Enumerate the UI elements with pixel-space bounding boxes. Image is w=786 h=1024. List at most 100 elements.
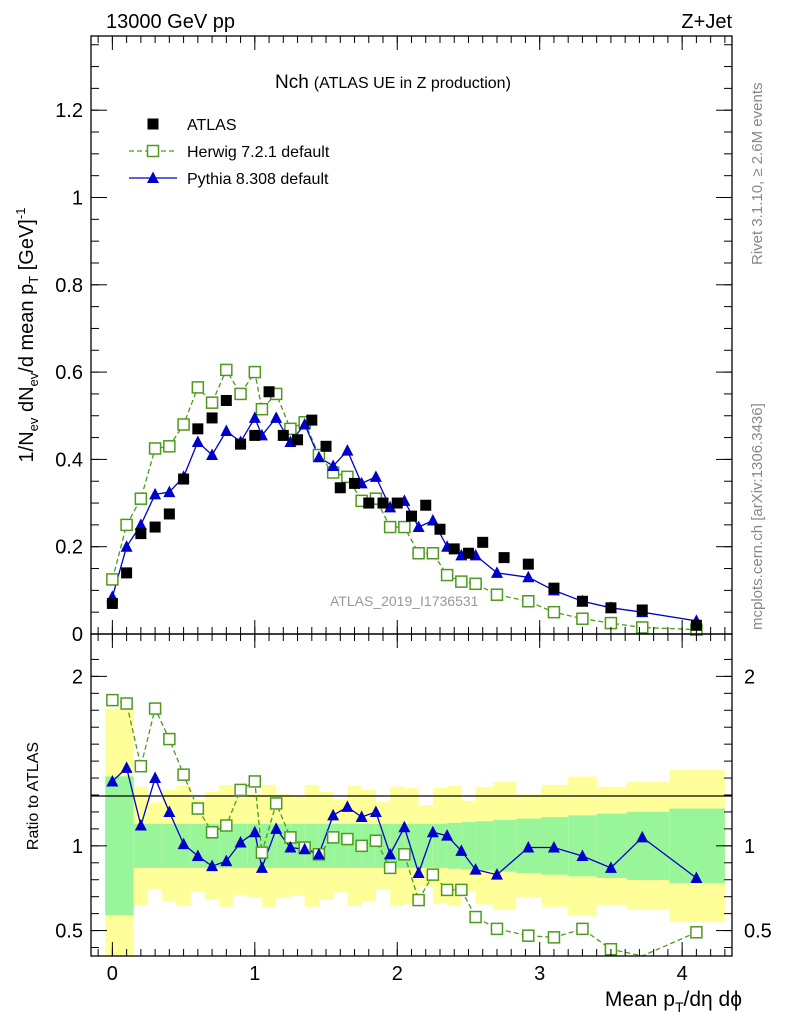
herwig-ratio-point [440,883,454,897]
ratio-series-layer [106,693,703,957]
atlas-point [320,440,332,452]
ratio-band-inner [447,822,462,869]
x-axis-title: Mean pT/dη dϕ [605,988,742,1015]
ratio-tick-label: 1 [72,836,83,858]
y-title-sub-ev: ev [26,417,41,431]
atlas-point [149,521,161,533]
pythia-ratio-point [298,842,311,855]
y-axis-title: 1/Nev dNev/d mean pT [GeV]-1 [13,208,41,463]
herwig-ratio-point [369,834,383,848]
herwig-ratio-point [269,797,283,810]
ratio-band-inner [568,815,597,877]
herwig-ratio-point [205,826,219,839]
process-label: Z+Jet [681,11,732,33]
x-tick-label: 2 [392,963,403,985]
ratio-band-inner [493,819,517,872]
main-axes: 0 0.2 0.4 0.6 0.8 1 1.2 [55,36,732,646]
pythia-ratio-point [547,841,560,853]
atlas-point [448,543,460,555]
ratio-band-inner [475,821,494,871]
herwig-ratio-point [412,893,425,907]
herwig-point [490,588,504,601]
ratio-uncertainty-bands [105,708,725,956]
side-rivet-label: Rivet 3.1.10, ≥ 2.6M events [749,83,766,266]
herwig-ratio-point [455,883,468,897]
pythia-ratio-point [270,822,283,834]
y-tick-label: 0.2 [55,537,83,559]
legend-label: Herwig 7.2.1 default [187,144,330,161]
pythia-ratio-point [177,837,190,850]
atlas-point [178,473,190,485]
y-title-mid: dN [16,386,38,417]
atlas-point [192,423,204,435]
atlas-point [420,499,432,511]
pythia-point [191,435,204,447]
ratio-band-inner [105,776,120,916]
herwig-point [148,442,162,455]
pythia-ratio-point [234,835,247,848]
pythia-point [134,518,147,530]
ratio-band-inner [190,823,205,868]
pythia-ratio-line [111,766,697,879]
x-tick-label: 3 [534,963,545,985]
pythia-ratio-point [412,866,425,878]
atlas-point [605,602,617,614]
herwig-ratio-point [163,732,176,746]
pythia-point [270,411,283,423]
ratio-band-inner [669,808,725,884]
herwig-point [455,575,468,588]
herwig-ratio-point [355,839,368,853]
pythia-point [384,500,397,513]
pythia-ratio-point [490,868,503,880]
y-title-sub-t: T [26,276,41,284]
x-tick-label: 1 [249,963,260,985]
y-tick-label: 0.6 [55,362,83,384]
herwig-line [111,368,697,631]
herwig-point [234,387,247,401]
y-title-dmean: /d mean p [16,284,38,373]
atlas-point [135,528,147,540]
herwig-point [163,440,176,453]
atlas-point [498,552,510,564]
herwig-point [134,492,148,505]
ratio-band-inner [461,822,476,870]
atlas-point [249,429,261,441]
herwig-point [604,616,618,630]
ratio-tick-label-right: 2 [744,666,755,688]
ratio-band-inner [162,823,177,868]
herwig-point [205,396,219,409]
herwig-ratio-point [398,848,411,861]
herwig-point [636,621,649,634]
plot-title: Nch (ATLAS UE in Z production) [275,72,511,93]
pythia-ratio-point [220,854,233,867]
pythia-ratio-point [522,841,535,853]
pythia-ratio-point [312,847,325,860]
herwig-ratio-point [191,802,205,815]
herwig-ratio-point [426,868,440,881]
atlas-point [636,604,648,616]
pythia-ratio-point [284,841,297,853]
atlas-point [106,597,118,609]
pythia-ratio-point [604,861,617,873]
herwig-point [106,573,119,586]
pythia-ratio-point [134,819,147,831]
pythia-ratio-point [191,849,204,862]
legend: ATLAS Herwig 7.2.1 default Pythia 8.308 de… [129,117,330,188]
pythia-ratio-point [636,830,649,843]
herwig-ratio-point [148,702,162,715]
pythia-point [220,424,233,437]
herwig-ratio-point [690,926,703,939]
herwig-ratio-point [220,819,233,832]
pythia-ratio-point [206,859,219,872]
atlas-point [377,497,389,509]
pythia-ratio-point [469,863,482,875]
pythia-point [298,417,311,430]
herwig-point [547,605,561,619]
atlas-point [277,429,289,441]
pythia-point [490,566,503,578]
herwig-ratio-line [112,699,697,957]
plot-title-main: Nch [275,72,309,93]
atlas-point [690,619,702,631]
atlas-point [391,497,403,509]
